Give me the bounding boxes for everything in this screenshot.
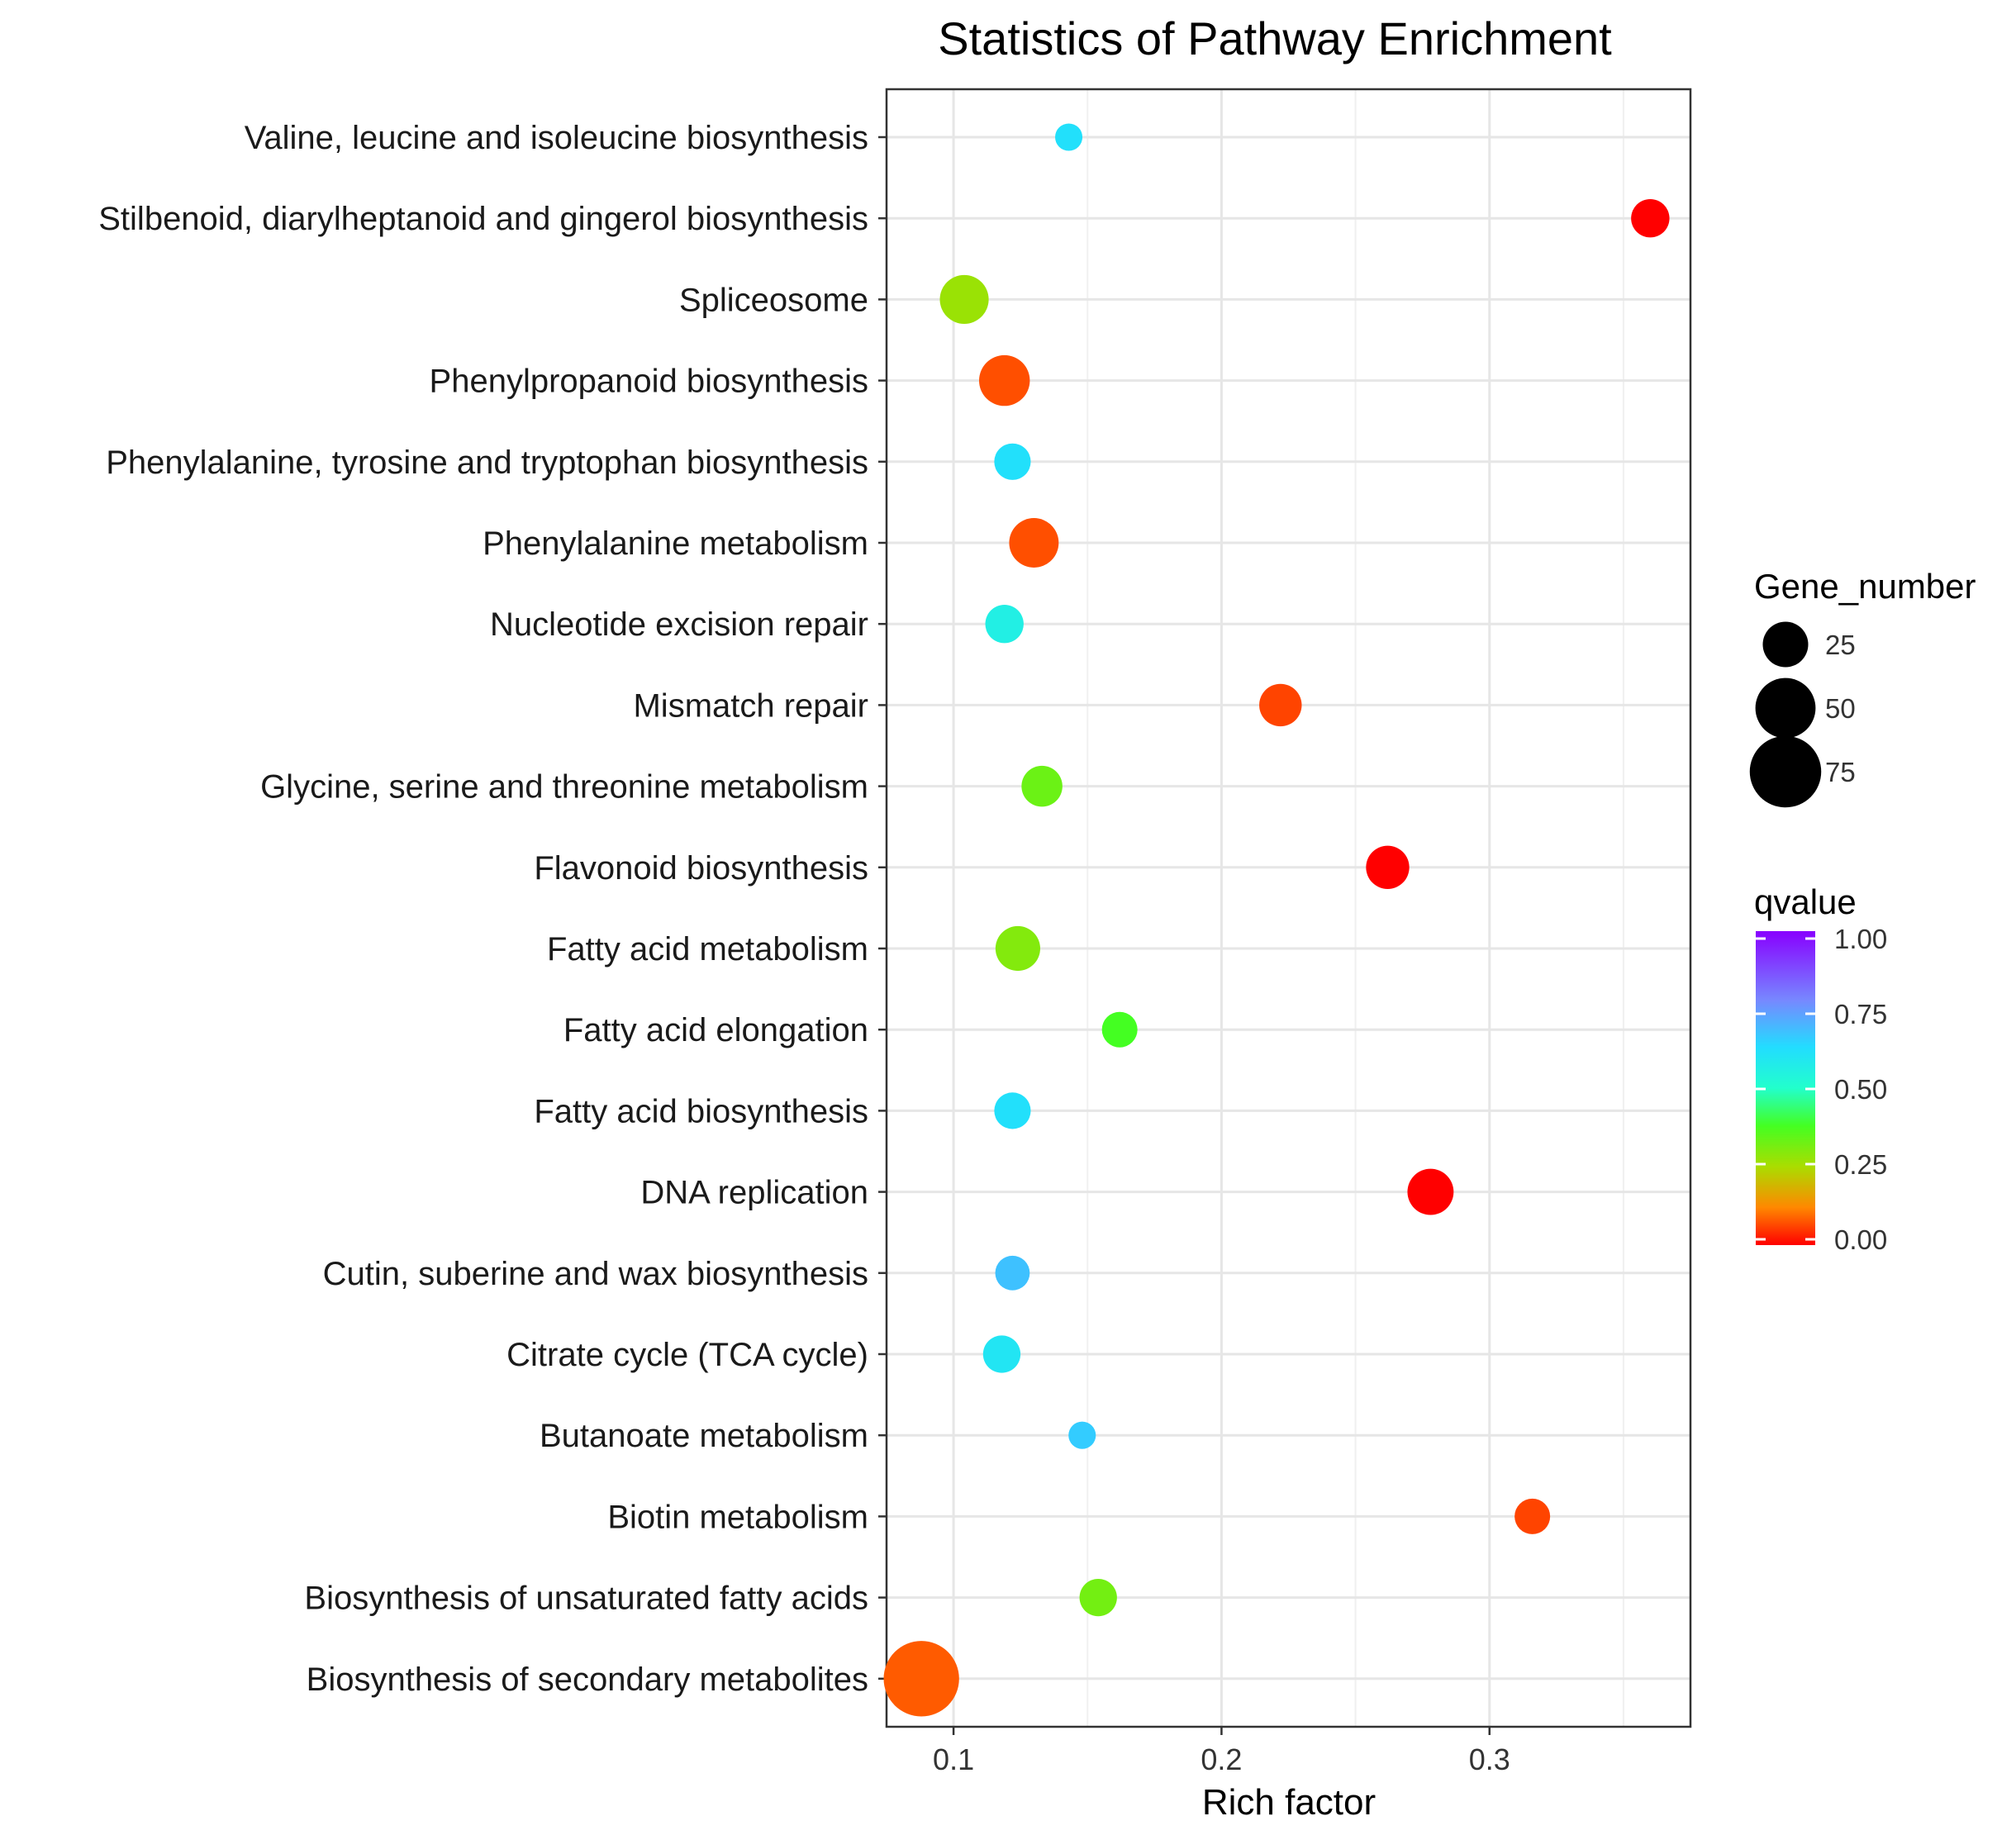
x-tick-label: 0.1: [933, 1742, 974, 1776]
y-tick-label: Phenylalanine metabolism: [483, 525, 868, 562]
data-point: [1631, 199, 1670, 238]
y-tick-label: DNA replication: [640, 1175, 868, 1211]
colorbar-label: 1.00: [1834, 924, 1887, 954]
y-tick-label: Biosynthesis of unsaturated fatty acids: [304, 1581, 868, 1617]
y-tick-label: Valine, leucine and isoleucine biosynthe…: [245, 120, 868, 156]
data-point: [1407, 1168, 1454, 1215]
data-point: [939, 274, 989, 324]
chart-title: Statistics of Pathway Enrichment: [938, 12, 1612, 64]
data-point: [1514, 1498, 1551, 1534]
x-axis: 0.1 0.2 0.3: [933, 1727, 1510, 1776]
y-tick-label: Fatty acid biosynthesis: [534, 1093, 868, 1129]
y-tick-label: Flavonoid biosynthesis: [534, 850, 868, 887]
color-legend: qvalue 1.00 0.75 0.50 0.25 0.00: [1754, 882, 1887, 1255]
y-tick-label: Phenylalanine, tyrosine and tryptophan b…: [106, 444, 868, 481]
data-point: [883, 1641, 959, 1717]
data-point: [1101, 1011, 1138, 1048]
color-legend-title: qvalue: [1754, 882, 1857, 921]
y-tick-label: Spliceosome: [679, 282, 868, 318]
data-point: [1055, 123, 1083, 151]
size-legend-label: 50: [1825, 693, 1856, 724]
y-tick-label: Biosynthesis of secondary metabolites: [307, 1661, 868, 1698]
y-tick-label: Fatty acid metabolism: [547, 931, 868, 967]
size-legend-key: [1762, 621, 1809, 668]
x-tick-label: 0.2: [1201, 1742, 1242, 1776]
data-point: [994, 443, 1031, 480]
x-axis-title: Rich factor: [1202, 1782, 1376, 1823]
size-legend-key: [1755, 677, 1816, 739]
data-point: [1366, 845, 1410, 889]
data-point: [979, 354, 1030, 406]
y-tick-label: Glycine, serine and threonine metabolism: [260, 769, 868, 806]
data-point: [995, 925, 1040, 972]
size-legend-label: 25: [1825, 630, 1856, 660]
y-tick-label: Fatty acid elongation: [563, 1012, 868, 1048]
plot-panel: [885, 88, 1692, 1728]
y-tick-label: Nucleotide excision repair: [490, 606, 868, 643]
colorbar-label: 0.25: [1834, 1149, 1887, 1180]
data-point: [1009, 518, 1059, 568]
panel-border: [885, 88, 1692, 1728]
y-tick-label: Mismatch repair: [633, 687, 868, 724]
data-point: [1079, 1578, 1117, 1617]
colorbar-label: 0.75: [1834, 999, 1887, 1029]
size-legend: Gene_number 25 50 75: [1749, 567, 1976, 808]
data-point: [985, 605, 1024, 644]
y-tick-label: Stilbenoid, diarylheptanoid and gingerol…: [98, 201, 868, 237]
size-legend-title: Gene_number: [1754, 567, 1976, 606]
data-point: [995, 1255, 1030, 1291]
y-tick-label: Citrate cycle (TCA cycle): [506, 1337, 868, 1373]
y-tick-label: Biotin metabolism: [607, 1499, 868, 1535]
data-point: [1259, 683, 1302, 727]
data-point: [994, 1092, 1031, 1129]
y-tick-label: Cutin, suberine and wax biosynthesis: [323, 1256, 868, 1292]
y-axis-labels: Valine, leucine and isoleucine biosynthe…: [98, 120, 887, 1698]
data-point: [982, 1335, 1021, 1373]
size-legend-key: [1749, 735, 1822, 808]
data-points: [883, 123, 1670, 1717]
y-tick-label: Phenylpropanoid biosynthesis: [430, 364, 868, 400]
data-point: [1068, 1421, 1096, 1449]
size-legend-label: 75: [1825, 757, 1856, 787]
colorbar-label: 0.50: [1834, 1074, 1887, 1105]
colorbar-label: 0.00: [1834, 1224, 1887, 1255]
y-tick-label: Butanoate metabolism: [540, 1418, 868, 1454]
x-tick-label: 0.3: [1469, 1742, 1510, 1776]
data-point: [1021, 765, 1063, 807]
